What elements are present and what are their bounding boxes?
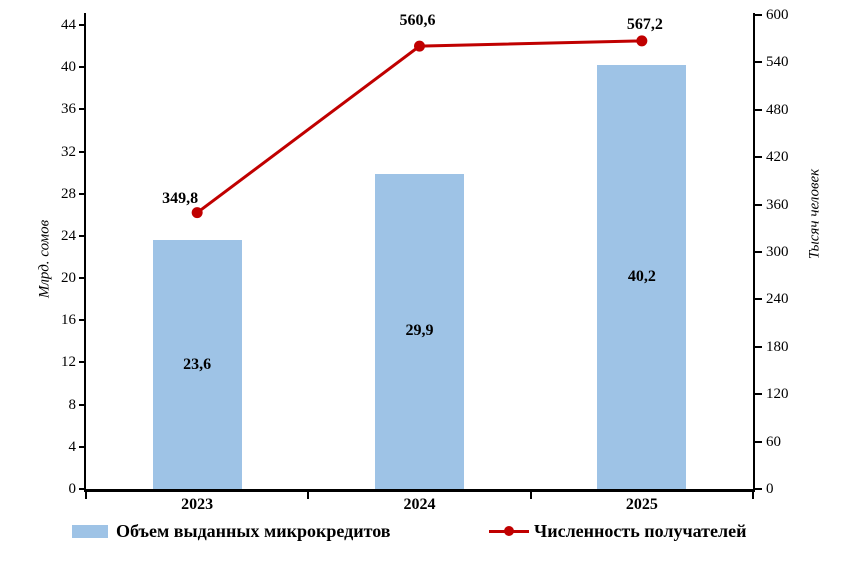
legend-item-bars: Объем выданных микрокредитов <box>72 520 390 542</box>
x-category-label: 2024 <box>403 496 436 513</box>
right-axis-tick <box>755 488 762 490</box>
right-axis-tick <box>755 251 762 253</box>
right-axis-tick-label: 540 <box>766 54 789 71</box>
right-axis-tick <box>755 345 762 348</box>
legend-label-line: Численность получателей <box>534 520 747 541</box>
bar <box>597 65 687 489</box>
right-axis-tick <box>755 14 762 16</box>
left-axis-tick <box>79 445 86 448</box>
right-axis-tick <box>755 440 762 443</box>
left-axis-tick-label: 40 <box>61 59 76 76</box>
left-axis-tick-label: 16 <box>61 312 76 329</box>
left-axis-tick <box>79 192 86 195</box>
right-axis-tick-label: 0 <box>766 481 774 497</box>
right-axis-tick <box>755 203 762 206</box>
right-axis-tick-label: 360 <box>766 196 789 213</box>
x-axis-tick <box>752 492 754 499</box>
right-axis-tick-label: 180 <box>766 338 789 355</box>
right-axis-tick-label: 300 <box>766 244 789 260</box>
left-axis-tick-label: 24 <box>61 227 76 244</box>
line-swatch-icon <box>489 526 529 536</box>
left-axis-tick-label: 0 <box>68 481 77 497</box>
line-value-label: 567,2 <box>626 15 663 33</box>
left-axis-tick <box>79 150 86 153</box>
right-axis-tick <box>755 298 762 301</box>
right-axis-tick-label: 420 <box>766 149 789 166</box>
right-axis-tick-label: 480 <box>766 101 789 118</box>
line-value-label: 560,6 <box>399 12 436 30</box>
right-axis-tick <box>755 108 762 111</box>
x-axis-tick <box>85 492 87 499</box>
left-axis-tick-label: 44 <box>61 17 76 33</box>
x-axis-tick <box>529 492 532 499</box>
line-dot-icon <box>504 526 514 536</box>
left-axis-tick-label: 32 <box>61 143 76 160</box>
left-axis-tick <box>79 234 86 237</box>
line-point <box>636 35 648 47</box>
line-point <box>414 40 425 52</box>
left-axis-tick-label: 8 <box>68 396 77 413</box>
left-axis-tick <box>79 361 86 364</box>
left-axis-tick-label: 20 <box>61 270 76 287</box>
bar-value-label: 40,2 <box>627 268 656 286</box>
left-axis-tick <box>79 277 86 280</box>
right-axis-tick <box>755 156 762 159</box>
bar-value-label: 29,9 <box>405 322 434 340</box>
line-series <box>191 35 648 219</box>
bar-swatch-icon <box>72 524 108 538</box>
right-axis-tick <box>755 61 762 64</box>
right-axis-tick-label: 120 <box>766 386 789 403</box>
bar <box>152 240 242 489</box>
x-category-label: 2025 <box>625 496 658 513</box>
line-point <box>191 207 203 219</box>
x-axis-tick <box>307 492 310 499</box>
left-axis-tick <box>79 66 86 69</box>
x-category-label: 2023 <box>181 496 214 513</box>
bar-value-label: 23,6 <box>183 355 212 373</box>
right-axis-tick-label: 240 <box>766 291 789 308</box>
left-axis-tick <box>79 403 86 406</box>
left-axis-tick-label: 36 <box>61 101 76 118</box>
legend-item-line: Численность получателей <box>489 520 746 542</box>
left-axis-tick <box>79 319 86 322</box>
left-axis-tick-label: 12 <box>61 354 76 371</box>
right-axis-tick-label: 600 <box>766 7 789 23</box>
left-axis-tick <box>79 488 86 490</box>
left-axis-tick-label: 28 <box>61 185 76 202</box>
legend-label-bars: Объем выданных микрокредитов <box>116 520 391 541</box>
right-axis-title: Тысяч человек <box>806 168 823 260</box>
left-axis-tick <box>79 24 86 26</box>
right-axis-tick <box>755 393 762 396</box>
left-axis-tick-label: 4 <box>68 438 77 455</box>
left-axis-tick <box>79 108 86 111</box>
plot-area: 23,6 29,9 40,2 349,8 560,6 567,2 <box>84 13 755 492</box>
right-axis-tick-label: 60 <box>766 433 781 450</box>
line-value-label: 349,8 <box>162 189 199 207</box>
bar <box>375 173 464 489</box>
